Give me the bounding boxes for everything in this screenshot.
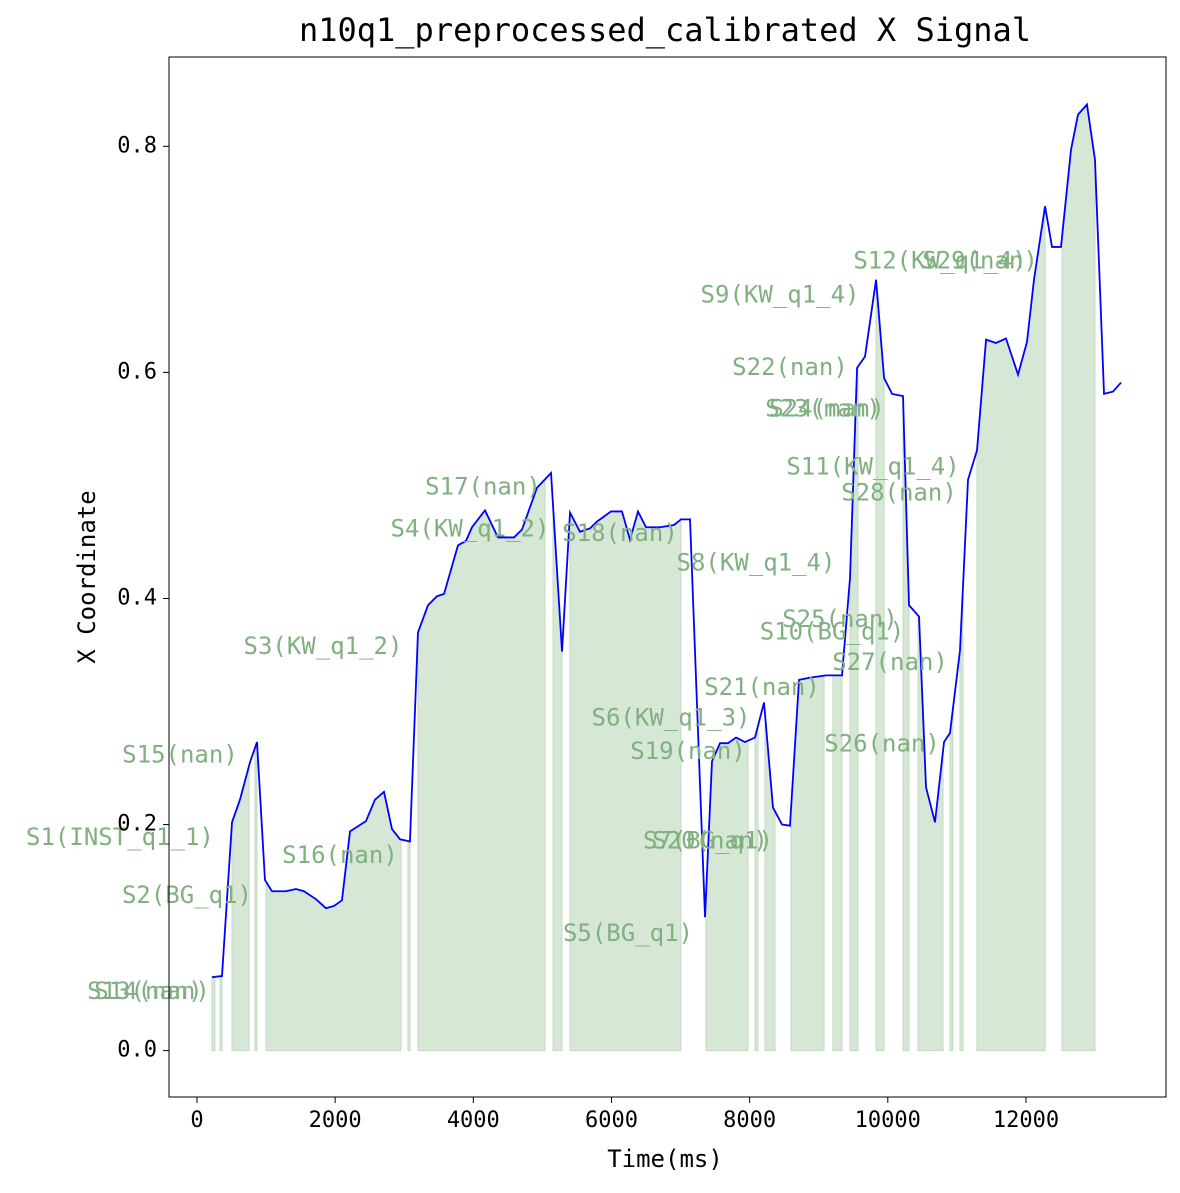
- y-tick-label: 0.6: [117, 359, 157, 384]
- x-tick-label: 6000: [585, 1108, 638, 1133]
- segment-area: [254, 741, 258, 1052]
- segment-label: S7(BG_q1): [643, 827, 773, 855]
- segment-label: S3(KW_q1_2): [244, 632, 403, 660]
- segment-label: S24(nan): [769, 395, 885, 423]
- segment-area: [265, 790, 402, 1052]
- y-axis-label: X Coordinate: [73, 490, 101, 663]
- segment-label: S28(nan): [841, 478, 957, 506]
- segment-label: S1(INST_q1_1): [26, 823, 214, 851]
- segment-label: S9(KW_q1_4): [701, 281, 860, 309]
- segment-label: S10(BG_q1): [760, 617, 905, 645]
- x-tick-label: 10000: [855, 1108, 921, 1133]
- x-tick-label: 8000: [723, 1108, 776, 1133]
- segment-area: [417, 478, 546, 1052]
- segment-label: S12(KW_q1_4): [853, 247, 1026, 275]
- x-tick-label: 4000: [447, 1108, 500, 1133]
- segment-area: [959, 587, 964, 1052]
- segment-label: S25(nan): [782, 605, 898, 633]
- segment-label: S19(nan): [630, 737, 746, 765]
- segment-area: [407, 840, 411, 1052]
- x-axis-label: Time(ms): [607, 1145, 723, 1173]
- x-tick-label: 2000: [309, 1108, 362, 1133]
- y-tick-label: 0.2: [117, 812, 157, 837]
- y-tick-label: 0.8: [117, 133, 157, 158]
- segment-label: S14(nan): [94, 977, 210, 1005]
- segment-label: S16(nan): [282, 841, 398, 869]
- segment-area: [1061, 103, 1096, 1052]
- segment-label: S13(nan): [87, 977, 203, 1005]
- segment-label: S6(KW_q1_3): [592, 703, 751, 731]
- y-tick-label: 0.0: [117, 1038, 157, 1063]
- segment-label: S4(KW_q1_2): [391, 515, 550, 543]
- segment-label: S2(BG_q1): [122, 881, 252, 909]
- chart-title: n10q1_preprocessed_calibrated X Signal: [299, 11, 1031, 49]
- plot-frame: [168, 56, 1167, 1098]
- segment-label: S29(nan): [922, 247, 1038, 275]
- y-tick-label: 0.4: [117, 585, 157, 610]
- segment-label: S11(KW_q1_4): [786, 452, 959, 480]
- x-tick-label: 12000: [993, 1108, 1059, 1133]
- segment-label: S27(nan): [832, 648, 948, 676]
- segment-label: S8(KW_q1_4): [677, 548, 836, 576]
- segment-label: S23(nan): [765, 395, 881, 423]
- segment-label: S22(nan): [732, 353, 848, 381]
- signal-line: [211, 102, 1122, 979]
- segment-area: [754, 725, 759, 1052]
- segment-label: S21(nan): [704, 673, 820, 701]
- segment-area: [219, 975, 223, 1052]
- segment-area: [569, 510, 682, 1052]
- segment-label: S15(nan): [122, 741, 238, 769]
- segment-area: [949, 708, 954, 1052]
- segment-label: S18(nan): [562, 519, 678, 547]
- segment-label: S17(nan): [425, 473, 541, 501]
- segment-label: S5(BG_q1): [563, 919, 693, 947]
- segment-label: S20(nan): [652, 827, 768, 855]
- segment-label: S26(nan): [824, 729, 940, 757]
- segment-area: [976, 206, 1046, 1052]
- x-tick-label: 0: [190, 1108, 203, 1133]
- segment-area: [705, 736, 749, 1052]
- segment-area: [211, 976, 216, 1052]
